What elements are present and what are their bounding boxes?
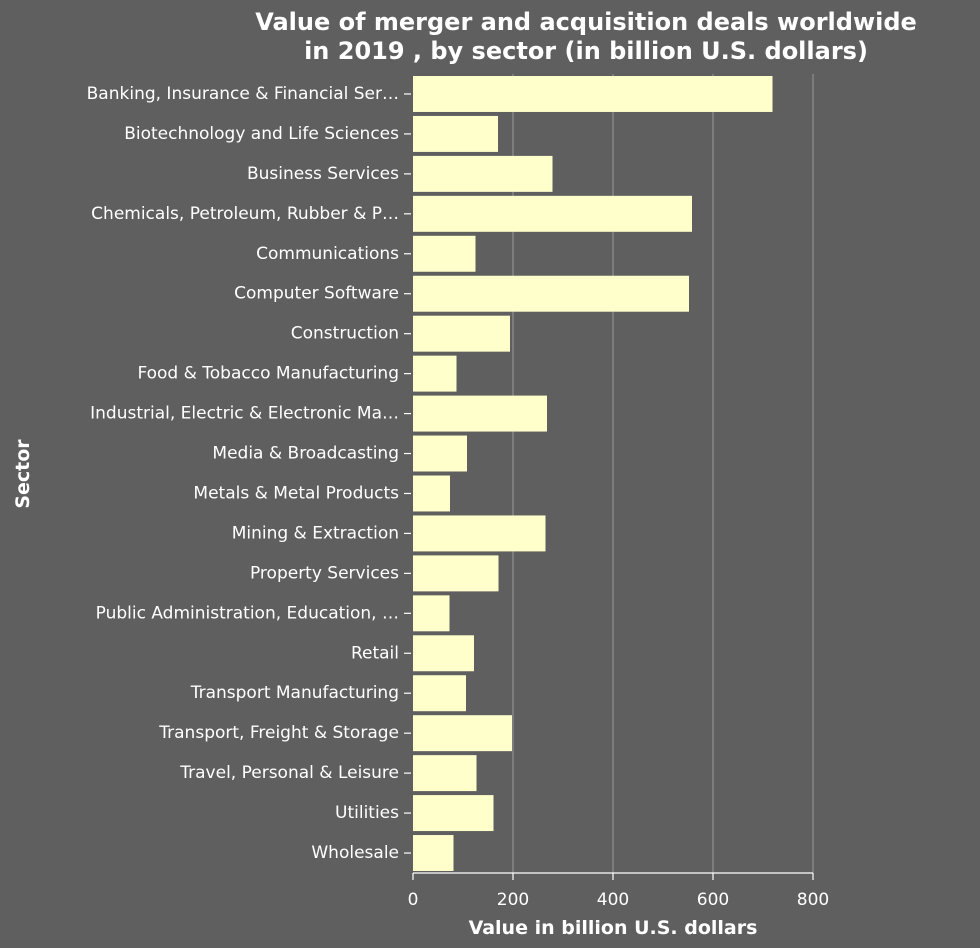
y-tick-label: Computer Software <box>234 284 399 304</box>
y-tick-label: Communications <box>256 244 399 264</box>
bar <box>413 475 450 512</box>
bar <box>413 515 546 552</box>
bar <box>413 395 547 432</box>
y-tick-label: Media & Broadcasting <box>212 444 399 464</box>
bar <box>413 435 467 472</box>
y-tick-label: Transport Manufacturing <box>190 683 399 703</box>
y-tick-label: Mining & Extraction <box>232 523 399 543</box>
x-tick-label: 400 <box>597 890 629 910</box>
bar <box>413 555 499 592</box>
x-tick-label: 200 <box>497 890 529 910</box>
bars <box>413 75 773 872</box>
bar <box>413 675 466 712</box>
y-tick-label: Utilities <box>335 803 399 823</box>
x-tick-label: 600 <box>697 890 729 910</box>
bar <box>413 315 510 352</box>
bar <box>413 355 457 392</box>
bar <box>413 595 450 632</box>
bar <box>413 235 476 272</box>
bar <box>413 115 498 152</box>
x-axis-label: Value in billion U.S. dollars <box>469 917 758 939</box>
y-tick-label: Transport, Freight & Storage <box>158 723 399 743</box>
bar <box>413 635 474 672</box>
labels: Banking, Insurance & Financial Ser… Biote… <box>12 8 917 939</box>
y-tick-label: Food & Tobacco Manufacturing <box>137 364 399 384</box>
y-tick-label: Business Services <box>247 164 399 184</box>
y-tick-label: Construction <box>291 324 399 344</box>
y-tick-label: Public Administration, Education, … <box>96 603 399 623</box>
y-tick-label: Biotechnology and Life Sciences <box>124 124 399 144</box>
y-tick-label: Banking, Insurance & Financial Ser… <box>87 84 399 104</box>
bar <box>413 155 553 192</box>
bar <box>413 795 494 832</box>
y-tick-label: Chemicals, Petroleum, Rubber & P… <box>91 204 399 224</box>
chart-title: in 2019 , by sector (in billion U.S. dol… <box>304 37 868 65</box>
y-axis-label: Sector <box>12 439 34 509</box>
x-tick-label: 800 <box>797 890 829 910</box>
bar <box>413 835 454 872</box>
bar <box>413 715 512 752</box>
axes <box>404 93 814 880</box>
y-tick-label: Wholesale <box>311 843 399 863</box>
bar <box>413 275 689 312</box>
y-tick-label: Metals & Metal Products <box>193 483 399 503</box>
bar <box>413 195 692 232</box>
grid-lines <box>512 74 814 873</box>
bar <box>413 75 773 112</box>
y-tick-label: Retail <box>351 643 399 663</box>
bar <box>413 755 477 792</box>
y-tick-label: Travel, Personal & Leisure <box>179 763 399 783</box>
y-tick-label: Property Services <box>250 563 399 583</box>
chart-title: Value of merger and acquisition deals wo… <box>255 8 917 36</box>
y-tick-label: Industrial, Electric & Electronic Ma… <box>90 404 399 424</box>
x-tick-label: 0 <box>408 890 419 910</box>
